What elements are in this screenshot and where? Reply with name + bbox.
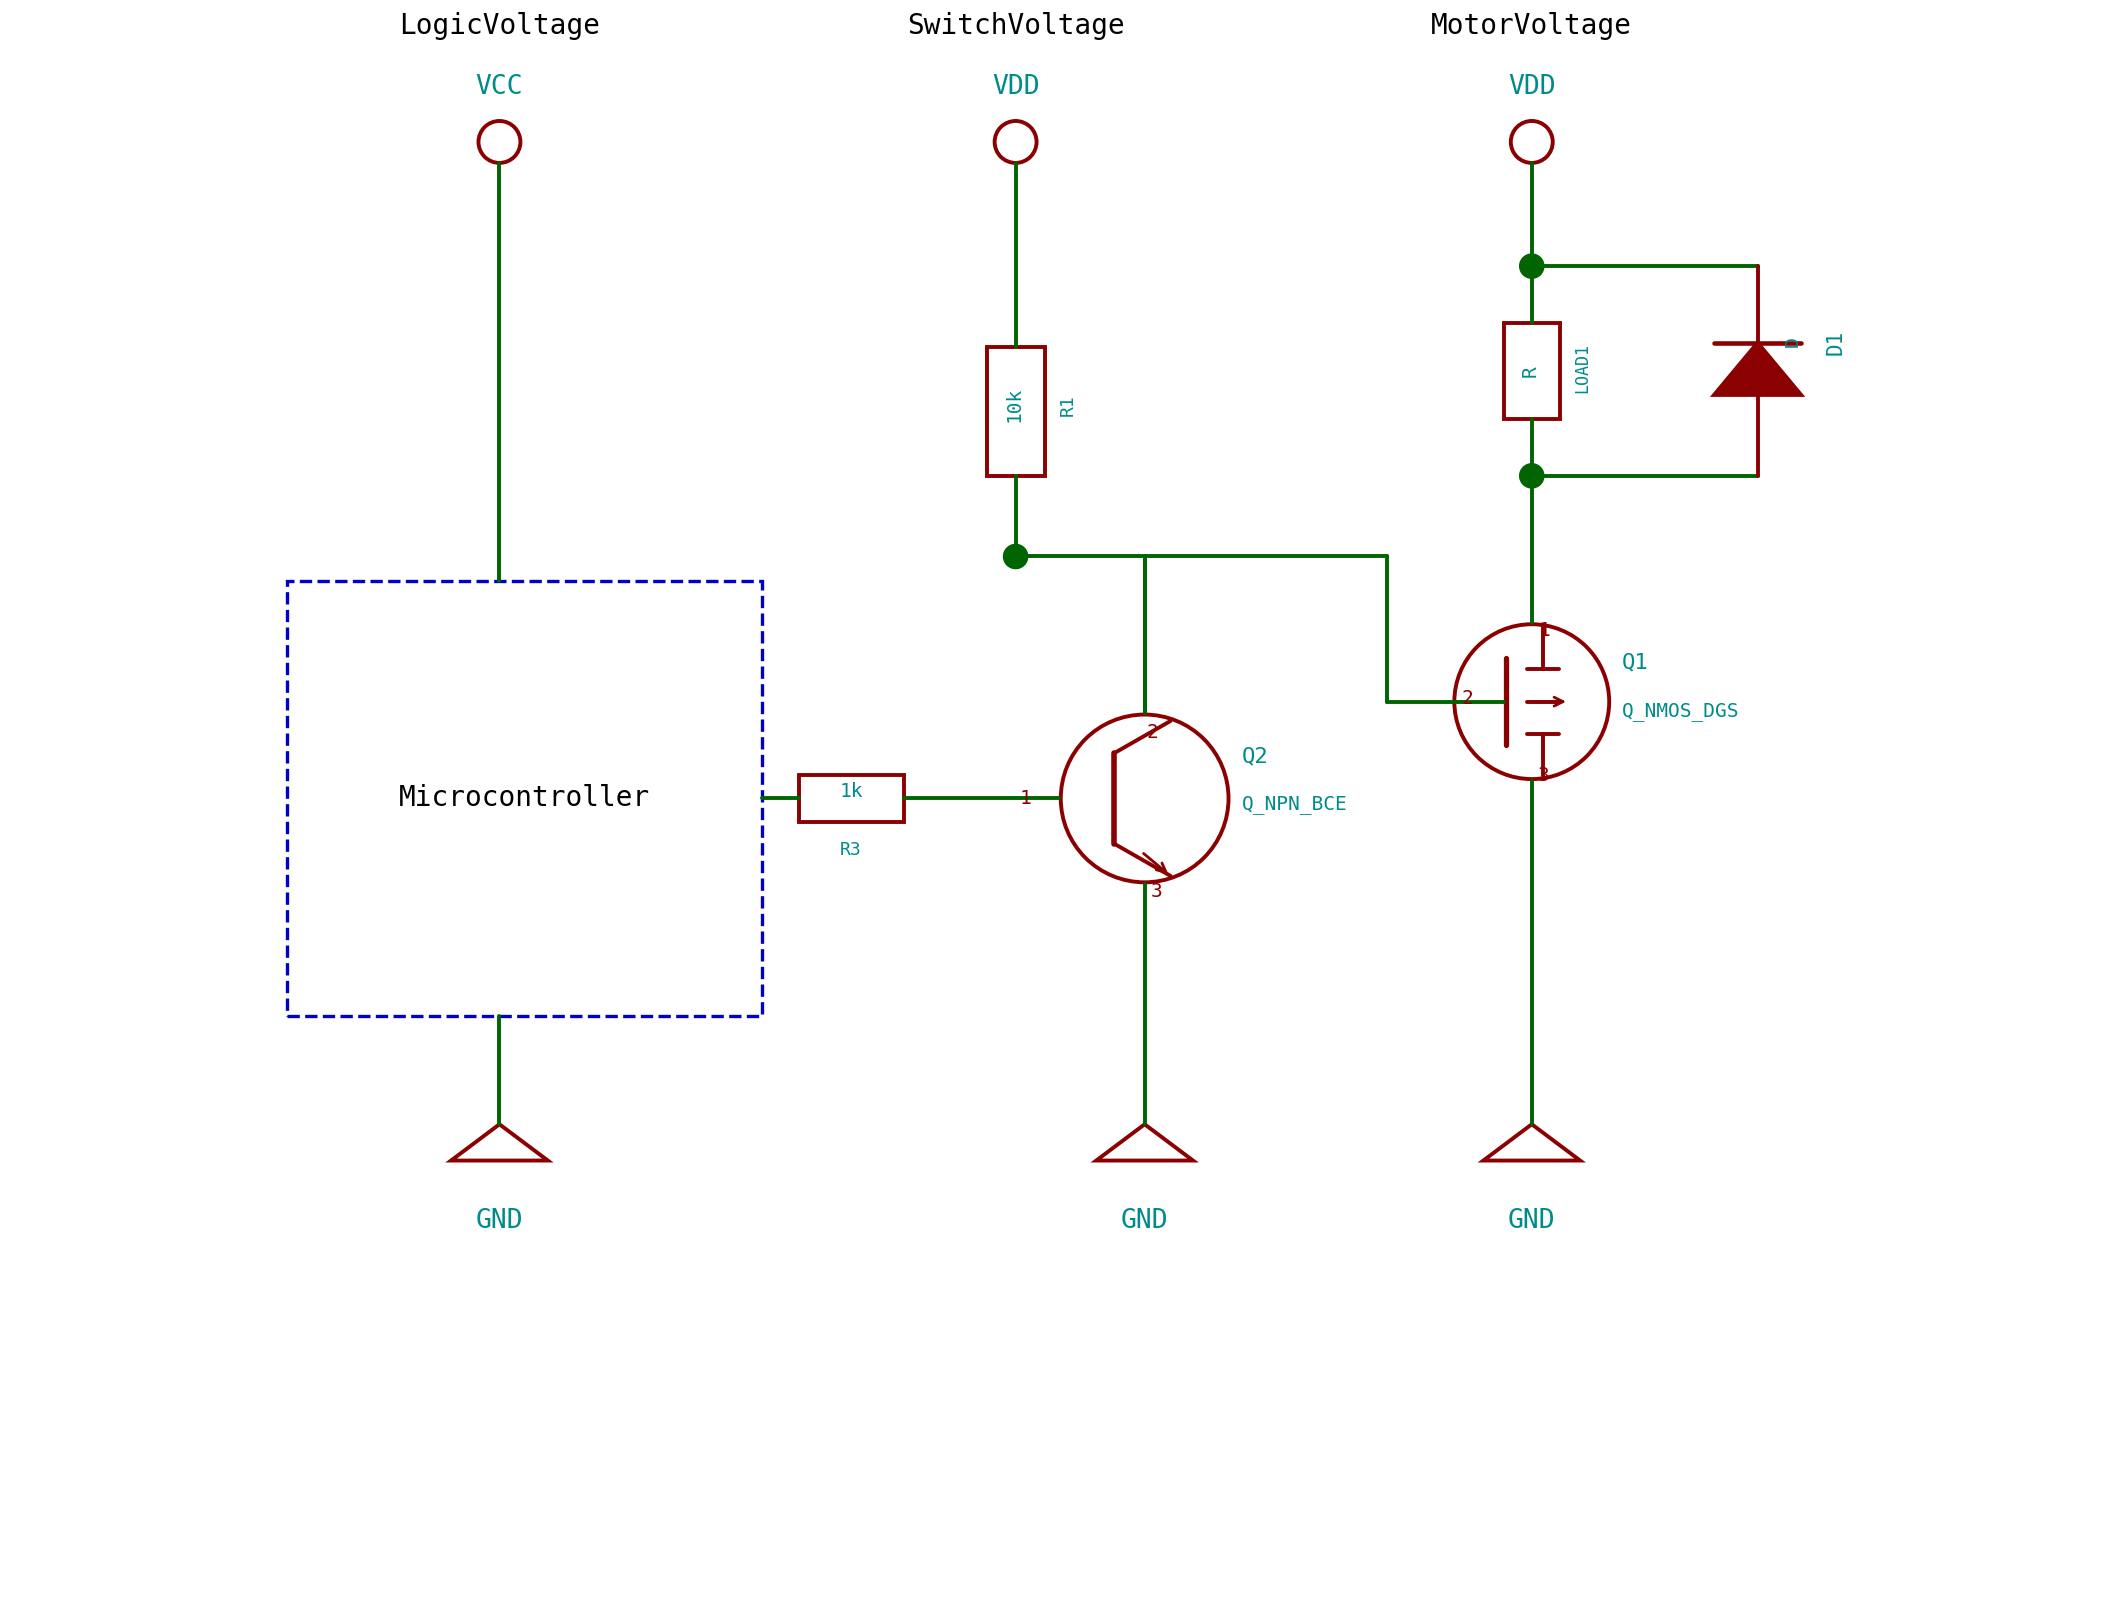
Text: D: D <box>1783 337 1802 347</box>
Text: 2: 2 <box>1147 723 1158 742</box>
Text: LOAD1: LOAD1 <box>1575 344 1592 392</box>
Circle shape <box>1519 253 1545 279</box>
Text: GND: GND <box>477 1208 523 1234</box>
Text: VDD: VDD <box>992 74 1038 100</box>
Text: VDD: VDD <box>1509 74 1556 100</box>
Text: GND: GND <box>1509 1208 1556 1234</box>
Text: D1: D1 <box>1826 329 1845 355</box>
Text: Microcontroller: Microcontroller <box>398 784 649 813</box>
FancyBboxPatch shape <box>798 774 904 821</box>
Text: 3: 3 <box>1151 882 1162 902</box>
Text: Q1: Q1 <box>1622 653 1649 673</box>
Polygon shape <box>1713 342 1800 395</box>
Text: 1k: 1k <box>838 782 862 800</box>
Text: R: R <box>1522 365 1541 377</box>
Text: 1: 1 <box>1539 621 1549 640</box>
Text: Q2: Q2 <box>1241 747 1268 766</box>
FancyBboxPatch shape <box>987 347 1045 476</box>
Text: VCC: VCC <box>477 74 523 100</box>
FancyBboxPatch shape <box>1504 323 1560 419</box>
Circle shape <box>1004 544 1028 569</box>
Text: LogicVoltage: LogicVoltage <box>398 13 600 40</box>
Text: MotorVoltage: MotorVoltage <box>1432 13 1632 40</box>
Text: 3: 3 <box>1539 766 1549 786</box>
FancyBboxPatch shape <box>287 581 762 1016</box>
Text: R1: R1 <box>1060 394 1077 416</box>
Text: 2: 2 <box>1462 689 1475 708</box>
Text: 10k: 10k <box>1004 387 1024 423</box>
Text: 1: 1 <box>1019 789 1032 808</box>
Text: Q_NMOS_DGS: Q_NMOS_DGS <box>1622 702 1739 721</box>
Circle shape <box>1519 465 1545 489</box>
Text: SwitchVoltage: SwitchVoltage <box>907 13 1124 40</box>
Text: R3: R3 <box>841 842 862 860</box>
Text: GND: GND <box>1121 1208 1168 1234</box>
Text: Q_NPN_BCE: Q_NPN_BCE <box>1241 795 1347 815</box>
